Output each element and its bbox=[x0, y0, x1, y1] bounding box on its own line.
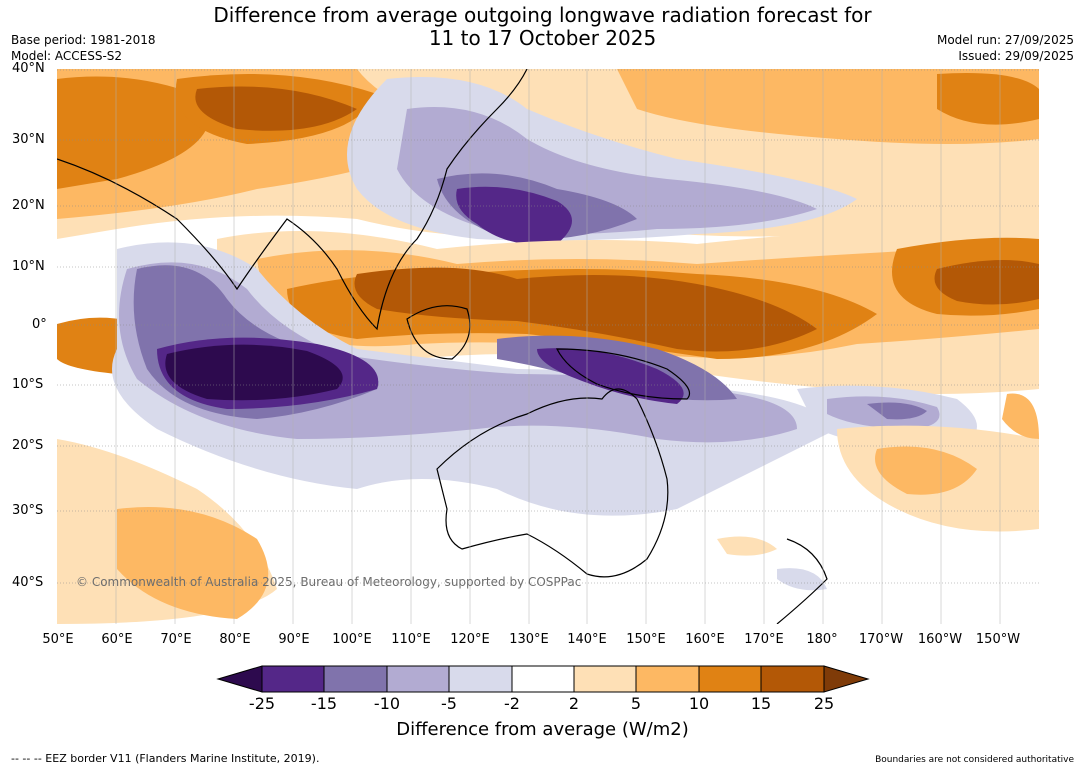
lat-label: 0° bbox=[32, 317, 47, 332]
lon-label: 60°E bbox=[101, 632, 133, 647]
colorbar-bin bbox=[323, 665, 388, 693]
lon-label: 140°E bbox=[567, 632, 607, 647]
lat-label: 10°N bbox=[12, 259, 45, 274]
metadata-left: Base period: 1981-2018 Model: ACCESS-S2 bbox=[11, 32, 156, 64]
coastlines bbox=[57, 69, 828, 624]
coastline-asia bbox=[57, 69, 528, 331]
anomaly-region bbox=[717, 536, 777, 556]
lon-label: 70°E bbox=[160, 632, 192, 647]
lon-label: 150°W bbox=[975, 632, 1021, 647]
issued-date: Issued: 29/09/2025 bbox=[958, 49, 1074, 63]
title-line-1: Difference from average outgoing longwav… bbox=[213, 3, 872, 27]
anomaly-region bbox=[57, 76, 211, 189]
colorbar-bin bbox=[573, 665, 637, 693]
anomaly-region bbox=[195, 86, 357, 131]
colorbar-bin bbox=[386, 665, 450, 693]
lat-label: 30°N bbox=[12, 132, 45, 147]
anomaly-region bbox=[875, 446, 977, 495]
anomaly-region bbox=[165, 344, 343, 401]
coastline-new-zealand bbox=[776, 538, 828, 624]
eez-border-note: -- -- -- EEZ border V11 (Flanders Marine… bbox=[11, 752, 320, 765]
lon-label: 170°E bbox=[744, 632, 784, 647]
coastline-new-guinea bbox=[556, 348, 691, 400]
title-line-2: 11 to 17 October 2025 bbox=[428, 26, 657, 50]
colorbar-bin bbox=[448, 665, 513, 693]
base-period: Base period: 1981-2018 bbox=[11, 33, 156, 47]
lat-label: 20°N bbox=[12, 198, 45, 213]
anomaly-region bbox=[537, 348, 684, 404]
anomaly-region bbox=[617, 69, 1039, 144]
anomaly-region bbox=[456, 186, 572, 245]
colorbar-bin bbox=[511, 665, 575, 693]
colorbar-tick: 2 bbox=[568, 694, 580, 713]
colorbar-tick: -2 bbox=[504, 694, 520, 713]
anomaly-region bbox=[937, 73, 1039, 125]
colorbar-bin bbox=[261, 665, 325, 693]
colorbar-tick: 25 bbox=[813, 694, 835, 713]
anomaly-region bbox=[1002, 393, 1039, 439]
colorbar-bin bbox=[635, 665, 700, 693]
colorbar-extend-high bbox=[823, 665, 870, 693]
lon-label: 180° bbox=[806, 632, 838, 647]
lon-label: 110°E bbox=[391, 632, 431, 647]
map-panel bbox=[57, 69, 1039, 624]
lon-label: 170°W bbox=[858, 632, 904, 647]
lon-label: 90°E bbox=[278, 632, 310, 647]
map-title: Difference from average outgoing longwav… bbox=[0, 4, 1085, 50]
lat-label: 10°S bbox=[12, 377, 44, 392]
boundaries-disclaimer: Boundaries are not considered authoritat… bbox=[875, 755, 1074, 765]
model-run: Model run: 27/09/2025 bbox=[936, 33, 1074, 47]
lon-label: 160°W bbox=[917, 632, 963, 647]
lon-label: 160°E bbox=[685, 632, 725, 647]
lon-label: 100°E bbox=[332, 632, 372, 647]
lat-label: 20°S bbox=[12, 438, 44, 453]
lon-label: 120°E bbox=[450, 632, 490, 647]
copyright-watermark: © Commonwealth of Australia 2025, Bureau… bbox=[76, 575, 582, 589]
colorbar-title: Difference from average (W/m2) bbox=[396, 719, 689, 740]
meridians bbox=[115, 69, 1001, 624]
anomaly-region bbox=[117, 507, 269, 619]
olr-anomaly-map bbox=[57, 69, 1039, 624]
lon-label: 130°E bbox=[509, 632, 549, 647]
lon-label: 150°E bbox=[626, 632, 666, 647]
colorbar-tick: -15 bbox=[310, 694, 338, 713]
anomaly-region bbox=[934, 260, 1039, 305]
model-name: Model: ACCESS-S2 bbox=[11, 49, 123, 63]
lat-label: 40°S bbox=[12, 575, 44, 590]
colorbar bbox=[216, 665, 870, 693]
colorbar-tick: -25 bbox=[248, 694, 276, 713]
anomaly-fields bbox=[57, 69, 1039, 624]
colorbar-tick: 5 bbox=[630, 694, 642, 713]
lon-label: 80°E bbox=[219, 632, 251, 647]
colorbar-extend-low bbox=[216, 665, 263, 693]
colorbar-tick: -5 bbox=[441, 694, 457, 713]
coastline-borneo bbox=[406, 305, 471, 360]
colorbar-tick: -10 bbox=[373, 694, 401, 713]
colorbar-tick: 15 bbox=[750, 694, 772, 713]
colorbar-tick: 10 bbox=[688, 694, 710, 713]
lat-label: 40°N bbox=[12, 61, 45, 76]
colorbar-bin bbox=[698, 665, 762, 693]
colorbar-bin bbox=[760, 665, 825, 693]
metadata-right: Model run: 27/09/2025 Issued: 29/09/2025 bbox=[937, 32, 1074, 64]
lon-label: 50°E bbox=[42, 632, 74, 647]
lat-label: 30°S bbox=[12, 503, 44, 518]
anomaly-region bbox=[777, 568, 827, 591]
